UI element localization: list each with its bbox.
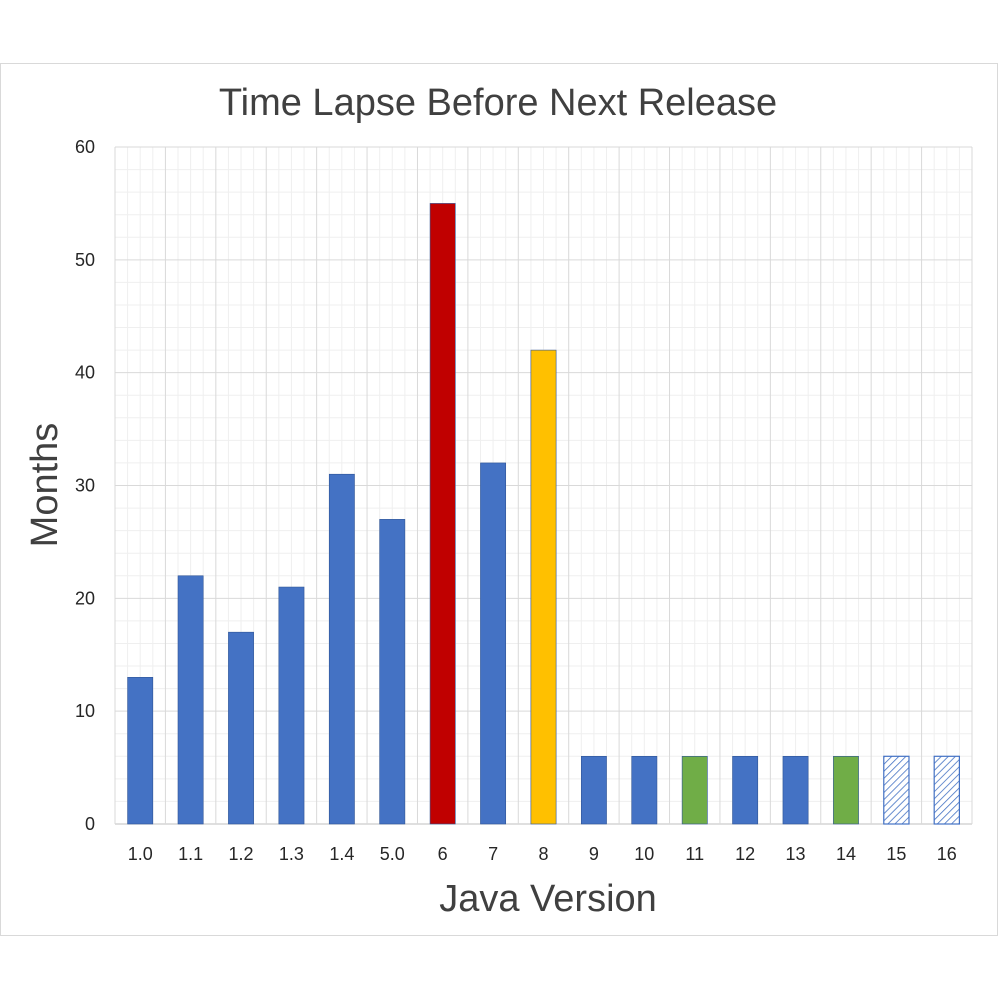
x-tick-label: 12: [735, 844, 755, 864]
y-tick-label: 50: [75, 250, 95, 270]
y-tick-label: 10: [75, 701, 95, 721]
x-axis-title: Java Version: [439, 878, 657, 920]
x-tick-label: 14: [836, 844, 856, 864]
bar-1-0: [127, 677, 154, 825]
y-tick-label: 60: [75, 137, 95, 157]
x-tick-label: 1.1: [178, 844, 203, 864]
bar-12: [732, 755, 759, 825]
bar-1-4: [328, 473, 355, 825]
bar-1-3: [278, 586, 305, 825]
x-tick-label: 13: [786, 844, 806, 864]
x-tick-label: 11: [685, 844, 704, 864]
bar-8: [530, 349, 557, 825]
bar-11: [681, 755, 708, 825]
x-tick-label: 15: [886, 844, 906, 864]
x-tick-label: 9: [589, 844, 599, 864]
x-tick-label: 16: [937, 844, 957, 864]
bar-16: [933, 755, 960, 825]
y-tick-label: 0: [85, 814, 95, 834]
bar-10: [631, 755, 658, 825]
x-axis-tick-labels: 1.0 1.1 1.2 1.3 1.4 5.0 6 7 8 9 10 11 12 13 14 15 16: [128, 844, 957, 864]
x-tick-label: 5.0: [380, 844, 405, 864]
y-tick-label: 20: [75, 588, 95, 608]
bar-1-1: [177, 575, 204, 825]
x-tick-label: 8: [538, 844, 548, 864]
bar-1-2: [228, 631, 254, 825]
y-axis-tick-labels: 0 10 20 30 40 50 60: [75, 137, 95, 834]
x-tick-label: 7: [488, 844, 498, 864]
x-tick-label: 1.4: [329, 844, 354, 864]
bar-5-0: [379, 519, 406, 825]
bar-13: [782, 755, 809, 825]
x-tick-label: 1.0: [128, 844, 153, 864]
bar-9: [581, 755, 607, 825]
x-tick-label: 10: [634, 844, 654, 864]
x-tick-label: 6: [438, 844, 448, 864]
bar-14: [833, 755, 859, 825]
chart-title: Time Lapse Before Next Release: [219, 82, 777, 124]
x-tick-label: 1.2: [229, 844, 254, 864]
x-tick-label: 1.3: [279, 844, 304, 864]
bars: [127, 203, 960, 825]
y-tick-label: 30: [75, 476, 95, 496]
bar-15: [883, 755, 910, 825]
bar-7: [480, 462, 506, 825]
bar-6: [429, 203, 456, 825]
y-axis-title: Months: [24, 423, 66, 548]
y-tick-label: 40: [75, 363, 95, 383]
major-gridlines: [114, 146, 973, 825]
